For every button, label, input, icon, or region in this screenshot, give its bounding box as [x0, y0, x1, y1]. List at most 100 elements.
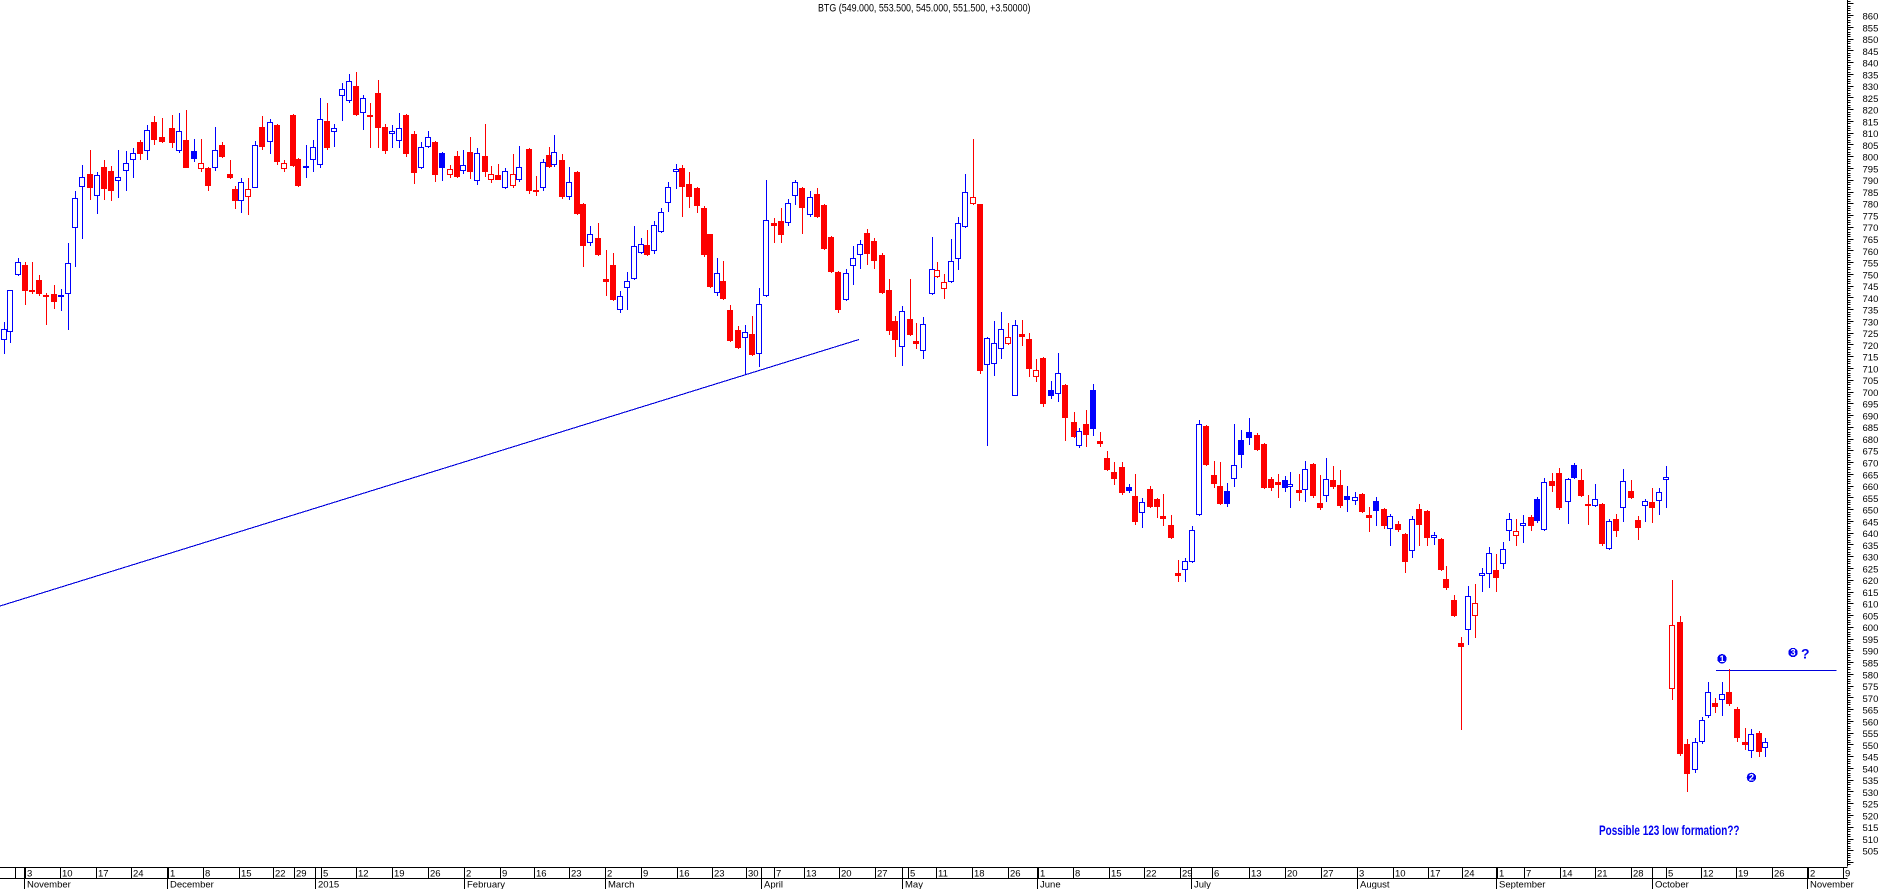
svg-text:20: 20: [841, 869, 852, 880]
svg-text:2: 2: [607, 869, 612, 880]
svg-text:June: June: [1040, 880, 1061, 889]
svg-text:690: 690: [1863, 412, 1879, 423]
svg-text:510: 510: [1863, 835, 1879, 846]
svg-text:585: 585: [1863, 659, 1879, 670]
svg-text:600: 600: [1863, 623, 1879, 634]
svg-text:22: 22: [275, 869, 286, 880]
svg-text:635: 635: [1863, 541, 1879, 552]
svg-text:790: 790: [1863, 176, 1879, 187]
svg-text:21: 21: [1597, 869, 1608, 880]
svg-text:9: 9: [502, 869, 507, 880]
svg-text:680: 680: [1863, 435, 1879, 446]
svg-text:620: 620: [1863, 576, 1879, 587]
svg-text:17: 17: [98, 869, 109, 880]
svg-text:March: March: [608, 880, 634, 889]
svg-text:16: 16: [679, 869, 690, 880]
svg-text:760: 760: [1863, 247, 1879, 258]
svg-text:1: 1: [1499, 869, 1504, 880]
svg-text:26: 26: [430, 869, 441, 880]
svg-text:640: 640: [1863, 529, 1879, 540]
svg-text:715: 715: [1863, 353, 1879, 364]
svg-text:12: 12: [358, 869, 369, 880]
svg-text:19: 19: [394, 869, 405, 880]
svg-text:September: September: [1499, 880, 1545, 889]
svg-text:820: 820: [1863, 106, 1879, 117]
svg-text:630: 630: [1863, 553, 1879, 564]
svg-text:?: ?: [1801, 646, 1810, 662]
svg-text:August: August: [1360, 880, 1390, 889]
svg-text:645: 645: [1863, 517, 1879, 528]
svg-text:800: 800: [1863, 153, 1879, 164]
svg-text:730: 730: [1863, 317, 1879, 328]
svg-text:670: 670: [1863, 459, 1879, 470]
svg-text:23: 23: [714, 869, 725, 880]
svg-text:2: 2: [1749, 773, 1754, 783]
svg-text:685: 685: [1863, 423, 1879, 434]
svg-text:855: 855: [1863, 23, 1879, 34]
svg-text:580: 580: [1863, 670, 1879, 681]
svg-text:555: 555: [1863, 729, 1879, 740]
svg-text:740: 740: [1863, 294, 1879, 305]
svg-text:16: 16: [536, 869, 547, 880]
svg-text:26: 26: [1010, 869, 1021, 880]
svg-text:725: 725: [1863, 329, 1879, 340]
svg-text:505: 505: [1863, 847, 1879, 858]
svg-text:660: 660: [1863, 482, 1879, 493]
svg-text:520: 520: [1863, 811, 1879, 822]
svg-text:8: 8: [1075, 869, 1080, 880]
svg-text:810: 810: [1863, 129, 1879, 140]
svg-text:780: 780: [1863, 200, 1879, 211]
svg-text:23: 23: [571, 869, 582, 880]
svg-text:April: April: [764, 880, 783, 889]
svg-text:20: 20: [1287, 869, 1298, 880]
svg-text:19: 19: [1738, 869, 1749, 880]
svg-text:550: 550: [1863, 741, 1879, 752]
svg-text:625: 625: [1863, 564, 1879, 575]
svg-text:795: 795: [1863, 164, 1879, 175]
svg-text:695: 695: [1863, 400, 1879, 411]
svg-text:May: May: [905, 880, 923, 889]
svg-text:835: 835: [1863, 70, 1879, 81]
svg-text:3: 3: [27, 869, 32, 880]
svg-text:26: 26: [1774, 869, 1785, 880]
svg-text:December: December: [170, 880, 214, 889]
svg-text:845: 845: [1863, 47, 1879, 58]
svg-text:1: 1: [1040, 869, 1045, 880]
svg-text:7: 7: [1526, 869, 1531, 880]
svg-text:525: 525: [1863, 800, 1879, 811]
svg-text:February: February: [467, 880, 505, 889]
svg-text:705: 705: [1863, 376, 1879, 387]
svg-text:24: 24: [1464, 869, 1475, 880]
svg-text:10: 10: [62, 869, 73, 880]
svg-text:595: 595: [1863, 635, 1879, 646]
svg-text:13: 13: [1251, 869, 1262, 880]
svg-text:9: 9: [1845, 869, 1850, 880]
svg-text:650: 650: [1863, 506, 1879, 517]
svg-text:BTG (549.000, 553.500, 545.000: BTG (549.000, 553.500, 545.000, 551.500,…: [818, 2, 1031, 14]
svg-text:27: 27: [877, 869, 888, 880]
svg-text:5: 5: [910, 869, 915, 880]
svg-text:675: 675: [1863, 447, 1879, 458]
svg-text:860: 860: [1863, 12, 1879, 23]
svg-text:14: 14: [1562, 869, 1573, 880]
svg-text:610: 610: [1863, 600, 1879, 611]
svg-text:29: 29: [1182, 869, 1193, 880]
svg-text:570: 570: [1863, 694, 1879, 705]
svg-text:July: July: [1194, 880, 1211, 889]
svg-text:745: 745: [1863, 282, 1879, 293]
svg-text:11: 11: [938, 869, 948, 880]
svg-text:18: 18: [974, 869, 985, 880]
svg-text:575: 575: [1863, 682, 1879, 693]
svg-text:755: 755: [1863, 259, 1879, 270]
svg-text:545: 545: [1863, 753, 1879, 764]
svg-text:840: 840: [1863, 59, 1879, 70]
svg-text:540: 540: [1863, 764, 1879, 775]
svg-text:15: 15: [241, 869, 252, 880]
svg-text:605: 605: [1863, 611, 1879, 622]
svg-text:590: 590: [1863, 647, 1879, 658]
svg-text:November: November: [1810, 880, 1854, 889]
svg-text:530: 530: [1863, 788, 1879, 799]
svg-text:29: 29: [296, 869, 307, 880]
svg-text:615: 615: [1863, 588, 1879, 599]
svg-text:785: 785: [1863, 188, 1879, 199]
